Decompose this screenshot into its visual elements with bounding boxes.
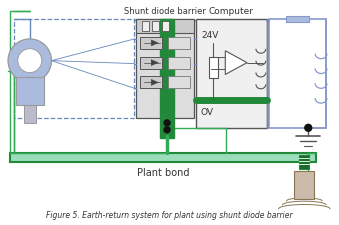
Bar bbox=[160, 19, 174, 138]
Bar bbox=[140, 76, 162, 88]
Circle shape bbox=[18, 49, 42, 73]
Bar bbox=[14, 19, 135, 118]
Text: Figure 5. Earth-return system for plant using shunt diode barrier: Figure 5. Earth-return system for plant … bbox=[46, 211, 293, 220]
Bar bbox=[196, 19, 267, 128]
Bar bbox=[140, 57, 162, 69]
Bar bbox=[152, 21, 159, 31]
Text: Computer: Computer bbox=[209, 7, 254, 16]
Bar bbox=[142, 21, 149, 31]
Circle shape bbox=[164, 120, 170, 126]
Text: Plant bond: Plant bond bbox=[137, 168, 189, 178]
Text: OV: OV bbox=[201, 108, 214, 117]
Bar bbox=[299, 155, 309, 169]
Bar bbox=[295, 171, 314, 199]
Circle shape bbox=[8, 39, 52, 82]
Polygon shape bbox=[151, 79, 158, 85]
Polygon shape bbox=[225, 51, 247, 74]
Bar bbox=[168, 76, 190, 88]
Bar bbox=[24, 105, 36, 123]
Bar bbox=[168, 37, 190, 49]
Bar bbox=[16, 77, 44, 105]
Bar bbox=[285, 16, 309, 22]
Bar bbox=[10, 153, 316, 162]
Bar bbox=[168, 57, 190, 69]
Circle shape bbox=[164, 127, 170, 133]
Bar bbox=[269, 19, 326, 128]
Bar bbox=[210, 57, 218, 79]
Bar bbox=[140, 37, 162, 49]
Text: Shunt diode barrier: Shunt diode barrier bbox=[124, 7, 206, 16]
Bar bbox=[136, 19, 194, 118]
Polygon shape bbox=[151, 40, 158, 46]
Bar bbox=[136, 19, 194, 33]
Circle shape bbox=[305, 124, 312, 131]
Polygon shape bbox=[151, 60, 158, 65]
Text: 24V: 24V bbox=[202, 31, 219, 40]
Bar bbox=[162, 21, 169, 31]
